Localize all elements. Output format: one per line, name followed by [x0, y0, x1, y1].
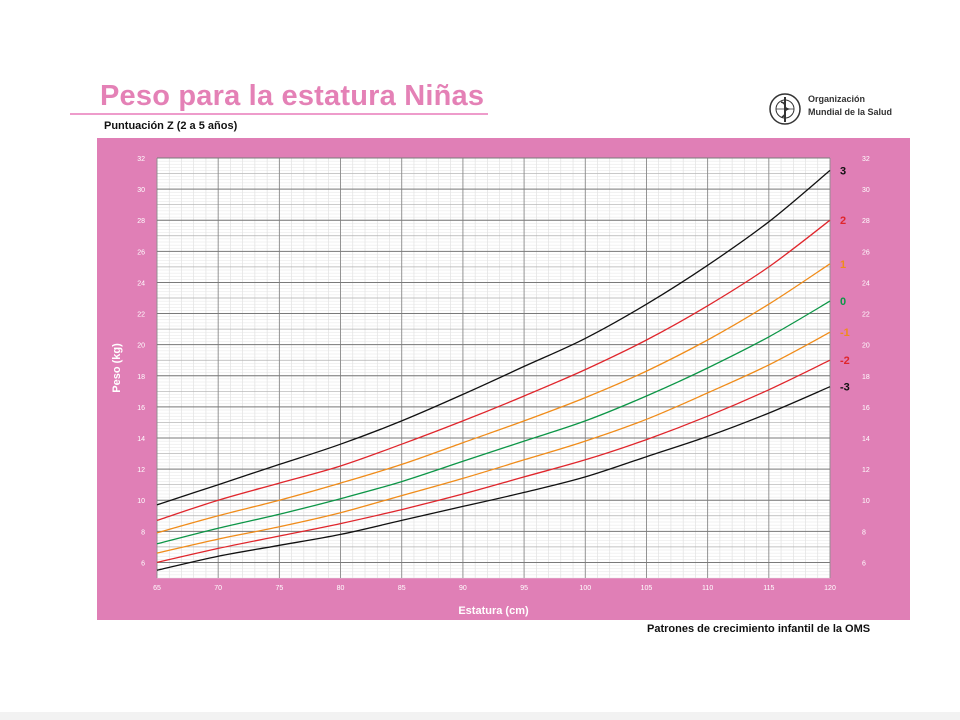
y-tick-label-left: 32 — [137, 156, 145, 163]
x-tick-label: 70 — [214, 585, 222, 592]
series-label-z2: 2 — [840, 215, 846, 227]
y-tick-label-right: 14 — [862, 436, 870, 443]
series-label-z-1: -1 — [840, 327, 850, 339]
y-tick-label-right: 6 — [862, 560, 866, 567]
series-label-z1: 1 — [840, 259, 846, 271]
x-tick-label: 65 — [153, 585, 161, 592]
x-tick-label: 100 — [579, 585, 591, 592]
x-tick-label: 75 — [275, 585, 283, 592]
y-tick-label-left: 22 — [137, 312, 145, 319]
logo-line-2: Mundial de la Salud — [808, 107, 893, 117]
y-tick-label-right: 28 — [862, 218, 870, 225]
who-logo: Organización Mundial de la Salud — [768, 90, 928, 130]
x-tick-label: 120 — [824, 585, 836, 592]
y-tick-label-left: 30 — [137, 187, 145, 194]
y-tick-label-right: 24 — [862, 280, 870, 287]
y-tick-label-left: 20 — [137, 343, 145, 350]
plot-area — [157, 158, 830, 578]
y-tick-label-right: 22 — [862, 312, 870, 319]
x-tick-label: 90 — [459, 585, 467, 592]
x-axis-title: Estatura (cm) — [458, 605, 529, 617]
series-label-z0: 0 — [840, 296, 846, 308]
x-tick-label: 110 — [702, 585, 713, 592]
y-tick-label-left: 16 — [137, 405, 145, 412]
x-tick-label: 85 — [398, 585, 406, 592]
series-line-z-1 — [156, 331, 831, 554]
y-tick-label-left: 28 — [137, 218, 145, 225]
x-tick-label: 95 — [520, 585, 528, 592]
series-line-z3 — [156, 169, 831, 506]
series-line-z-2 — [156, 359, 831, 564]
y-axis-title: Peso (kg) — [111, 343, 123, 393]
series-label-z3: 3 — [840, 165, 846, 177]
y-tick-label-right: 26 — [862, 249, 870, 256]
y-tick-label-left: 12 — [137, 467, 145, 474]
series-line-z2 — [156, 219, 831, 522]
chart-panel: 3 2 1 0 -1 -2 -3 65 70 75 80 85 90 95 100 105 110 115 120 6… — [97, 138, 910, 620]
y-tick-label-right: 20 — [862, 343, 870, 350]
page-title: Peso para la estatura Niñas — [100, 80, 485, 112]
y-tick-label-right: 16 — [862, 405, 870, 412]
series-label-z-3: -3 — [840, 382, 850, 394]
series-line-z-3 — [156, 386, 831, 571]
x-tick-label: 105 — [641, 585, 653, 592]
y-tick-label-right: 8 — [862, 529, 866, 536]
y-tick-label-left: 14 — [137, 436, 145, 443]
y-tick-label-right: 30 — [862, 187, 870, 194]
logo-line-1: Organización — [808, 94, 866, 104]
who-emblem-icon — [769, 93, 801, 125]
y-tick-label-left: 24 — [137, 280, 145, 287]
series-line-z1 — [156, 263, 831, 534]
x-tick-label: 80 — [337, 585, 345, 592]
y-tick-label-left: 18 — [137, 374, 145, 381]
y-tick-label-right: 18 — [862, 374, 870, 381]
title-underline — [70, 113, 488, 115]
y-tick-label-left: 26 — [137, 249, 145, 256]
y-tick-label-left: 6 — [141, 560, 145, 567]
y-tick-label-right: 32 — [862, 156, 870, 163]
bottom-band — [0, 712, 960, 720]
series-line-z0 — [156, 300, 831, 545]
y-tick-label-left: 10 — [137, 498, 145, 505]
chart-footer: Patrones de crecimiento infantil de la O… — [647, 623, 871, 635]
series-label-z-2: -2 — [840, 355, 850, 367]
x-tick-label: 115 — [763, 585, 774, 592]
chart-subtitle: Puntuación Z (2 a 5 años) — [104, 120, 238, 132]
y-tick-label-right: 12 — [862, 467, 870, 474]
y-tick-label-left: 8 — [141, 529, 145, 536]
y-tick-label-right: 10 — [862, 498, 870, 505]
